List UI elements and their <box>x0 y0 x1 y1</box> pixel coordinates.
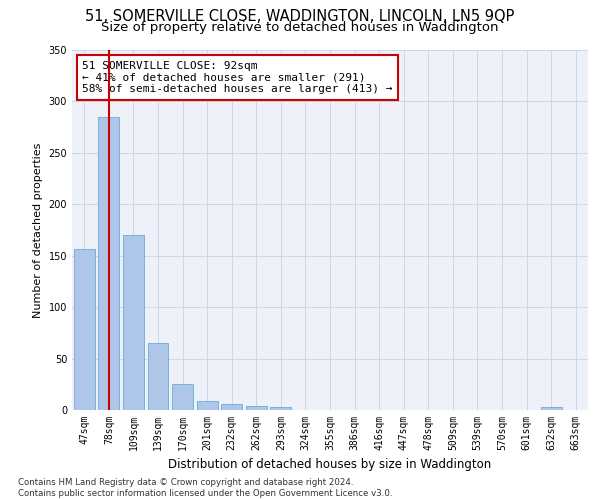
Bar <box>74 248 95 410</box>
Bar <box>271 407 292 410</box>
Bar <box>148 343 169 410</box>
Text: Size of property relative to detached houses in Waddington: Size of property relative to detached ho… <box>101 21 499 34</box>
Bar <box>246 406 267 410</box>
Text: Contains HM Land Registry data © Crown copyright and database right 2024.
Contai: Contains HM Land Registry data © Crown c… <box>18 478 392 498</box>
Y-axis label: Number of detached properties: Number of detached properties <box>33 142 43 318</box>
Bar <box>197 400 218 410</box>
Text: 51 SOMERVILLE CLOSE: 92sqm
← 41% of detached houses are smaller (291)
58% of sem: 51 SOMERVILLE CLOSE: 92sqm ← 41% of deta… <box>82 61 393 94</box>
Bar <box>221 404 242 410</box>
Text: 51, SOMERVILLE CLOSE, WADDINGTON, LINCOLN, LN5 9QP: 51, SOMERVILLE CLOSE, WADDINGTON, LINCOL… <box>85 9 515 24</box>
Bar <box>541 407 562 410</box>
Bar <box>123 235 144 410</box>
Bar <box>98 117 119 410</box>
Bar <box>172 384 193 410</box>
X-axis label: Distribution of detached houses by size in Waddington: Distribution of detached houses by size … <box>169 458 491 471</box>
